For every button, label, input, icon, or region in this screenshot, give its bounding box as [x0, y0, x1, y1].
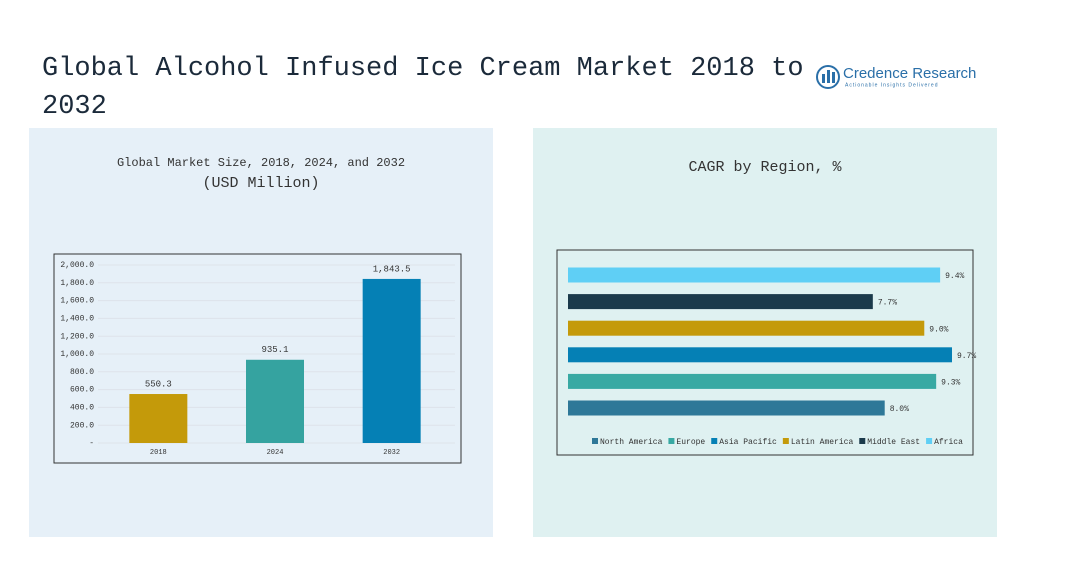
chart-subtitle: (USD Million)	[202, 175, 319, 192]
legend-label: Middle East	[867, 438, 920, 447]
y-tick-label: 600.0	[70, 386, 94, 395]
value-label: 1,843.5	[373, 264, 411, 274]
y-tick-label: 2,000.0	[60, 261, 94, 270]
legend-swatch	[592, 438, 598, 444]
bar	[568, 373, 937, 389]
legend-label: North America	[600, 438, 663, 447]
logo-icon	[832, 72, 835, 83]
legend-label: Africa	[934, 438, 963, 447]
y-tick-label: 1,400.0	[60, 315, 94, 324]
value-label: 8.0%	[890, 405, 909, 414]
y-tick-label: 400.0	[70, 404, 94, 413]
right-frame	[556, 249, 974, 456]
x-tick-label: 2018	[150, 449, 167, 457]
logo	[816, 65, 840, 89]
x-tick-label: 2024	[267, 449, 284, 457]
chart-title: CAGR by Region, %	[688, 159, 842, 176]
page-title: Global Alcohol Infused Ice Cream Market …	[42, 54, 804, 122]
value-label: 9.4%	[945, 272, 964, 281]
bar	[568, 400, 885, 416]
logo-icon	[816, 65, 840, 89]
y-tick-label: 800.0	[70, 368, 94, 377]
legend-label: Latin America	[791, 438, 854, 447]
x-tick-label: 2032	[383, 449, 400, 457]
legend-swatch	[782, 438, 789, 444]
bar	[568, 294, 873, 310]
y-tick-label: 1,800.0	[60, 279, 94, 288]
value-label: 7.7%	[878, 299, 897, 308]
y-tick-label: 200.0	[70, 421, 94, 430]
bar	[129, 394, 188, 443]
logo-text: Credence Research	[843, 65, 976, 82]
value-label: 935.1	[261, 345, 288, 355]
value-label: 9.7%	[957, 352, 976, 361]
y-tick-label: 1,000.0	[60, 350, 94, 359]
legend-swatch	[926, 438, 933, 444]
bar	[246, 359, 304, 443]
y-tick-label: 1,200.0	[60, 332, 94, 341]
legend-swatch	[668, 438, 675, 444]
bar	[568, 320, 925, 336]
legend-swatch	[859, 438, 866, 444]
y-tick-label: -	[89, 439, 94, 448]
legend-label: Asia Pacific	[719, 438, 777, 447]
legend-swatch	[711, 438, 718, 444]
logo-tagline: Actionable Insights Delivered	[845, 82, 938, 88]
bar	[362, 278, 421, 443]
logo-icon	[827, 70, 830, 83]
chart-title: Global Market Size, 2018, 2024, and 2032	[117, 156, 405, 170]
value-label: 9.3%	[941, 379, 960, 388]
value-label: 550.3	[145, 379, 172, 389]
left-frame	[53, 253, 462, 464]
legend-label: Europe	[676, 438, 705, 447]
bar	[568, 347, 952, 363]
bar	[568, 267, 941, 283]
value-label: 9.0%	[929, 325, 948, 334]
y-tick-label: 1,600.0	[60, 297, 94, 306]
logo-icon	[822, 74, 825, 83]
